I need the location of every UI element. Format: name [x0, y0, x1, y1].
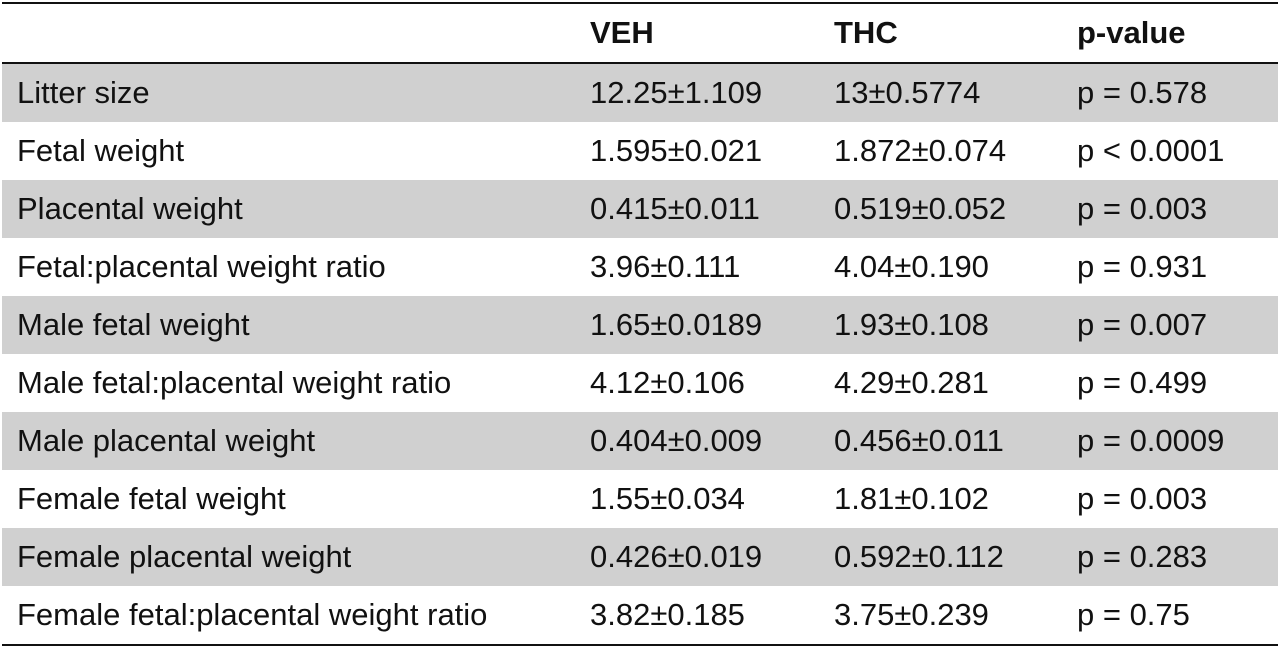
table-header: VEH THC p-value: [2, 3, 1278, 64]
veh-value: 1.65±0.0189: [575, 296, 819, 354]
table-row: Female fetal:placental weight ratio 3.82…: [2, 586, 1278, 645]
row-label: Female fetal:placental weight ratio: [17, 597, 488, 632]
veh-value: 3.96±0.111: [590, 249, 741, 284]
row-label: Female fetal weight: [17, 481, 286, 516]
thc-value: 1.93±0.108: [819, 296, 1062, 354]
table-row: Female placental weight 0.426±0.019 0.59…: [2, 528, 1278, 586]
table-row: Male fetal weight 1.65±0.0189 1.93±0.108…: [2, 296, 1278, 354]
thc-value: 13±0.5774: [819, 63, 1062, 122]
header-label-column: [2, 3, 575, 64]
row-label: Litter size: [2, 63, 575, 122]
p-value: p = 0.003: [1077, 481, 1208, 516]
veh-value: 12.25±1.109: [575, 63, 819, 122]
veh-value: 1.55±0.034: [590, 481, 745, 516]
thc-value: 4.04±0.190: [834, 249, 989, 284]
p-value: p = 0.003: [1062, 180, 1278, 238]
table-row: Litter size 12.25±1.109 13±0.5774 p = 0.…: [2, 63, 1278, 122]
veh-value: 1.595±0.021: [590, 133, 763, 168]
thc-value: 1.81±0.102: [834, 481, 989, 516]
thc-value: 3.75±0.239: [834, 597, 989, 632]
header-row: VEH THC p-value: [2, 3, 1278, 64]
p-value: p = 0.283: [1062, 528, 1278, 586]
thc-value: 1.872±0.074: [834, 133, 1007, 168]
row-label: Male fetal:placental weight ratio: [17, 365, 452, 400]
row-label: Male fetal weight: [2, 296, 575, 354]
table-row: Fetal weight 1.595±0.021 1.872±0.074 p <…: [2, 122, 1278, 180]
p-value: p = 0.75: [1077, 597, 1190, 632]
p-value: p = 0.007: [1062, 296, 1278, 354]
p-value: p = 0.0009: [1062, 412, 1278, 470]
veh-value: 0.426±0.019: [575, 528, 819, 586]
thc-value: 0.519±0.052: [819, 180, 1062, 238]
row-label: Male placental weight: [2, 412, 575, 470]
table-row: Fetal:placental weight ratio 3.96±0.111 …: [2, 238, 1278, 296]
row-label: Fetal:placental weight ratio: [17, 249, 386, 284]
row-label: Placental weight: [2, 180, 575, 238]
veh-value: 0.404±0.009: [575, 412, 819, 470]
header-thc: THC: [819, 3, 1062, 64]
table-row: Female fetal weight 1.55±0.034 1.81±0.10…: [2, 470, 1278, 528]
table-row: Male fetal:placental weight ratio 4.12±0…: [2, 354, 1278, 412]
p-value: p = 0.931: [1077, 249, 1208, 284]
veh-value: 3.82±0.185: [590, 597, 745, 632]
table-body: Litter size 12.25±1.109 13±0.5774 p = 0.…: [2, 63, 1278, 645]
row-label: Female placental weight: [2, 528, 575, 586]
thc-value: 4.29±0.281: [834, 365, 989, 400]
row-label: Fetal weight: [17, 133, 185, 168]
p-value: p = 0.499: [1077, 365, 1208, 400]
header-veh: VEH: [575, 3, 819, 64]
thc-value: 0.592±0.112: [819, 528, 1062, 586]
p-value: p = 0.578: [1062, 63, 1278, 122]
veh-value: 0.415±0.011: [575, 180, 819, 238]
table-row: Male placental weight 0.404±0.009 0.456±…: [2, 412, 1278, 470]
header-p-value: p-value: [1062, 3, 1278, 64]
table-row: Placental weight 0.415±0.011 0.519±0.052…: [2, 180, 1278, 238]
veh-value: 4.12±0.106: [590, 365, 745, 400]
p-value: p < 0.0001: [1077, 133, 1225, 168]
thc-value: 0.456±0.011: [819, 412, 1062, 470]
